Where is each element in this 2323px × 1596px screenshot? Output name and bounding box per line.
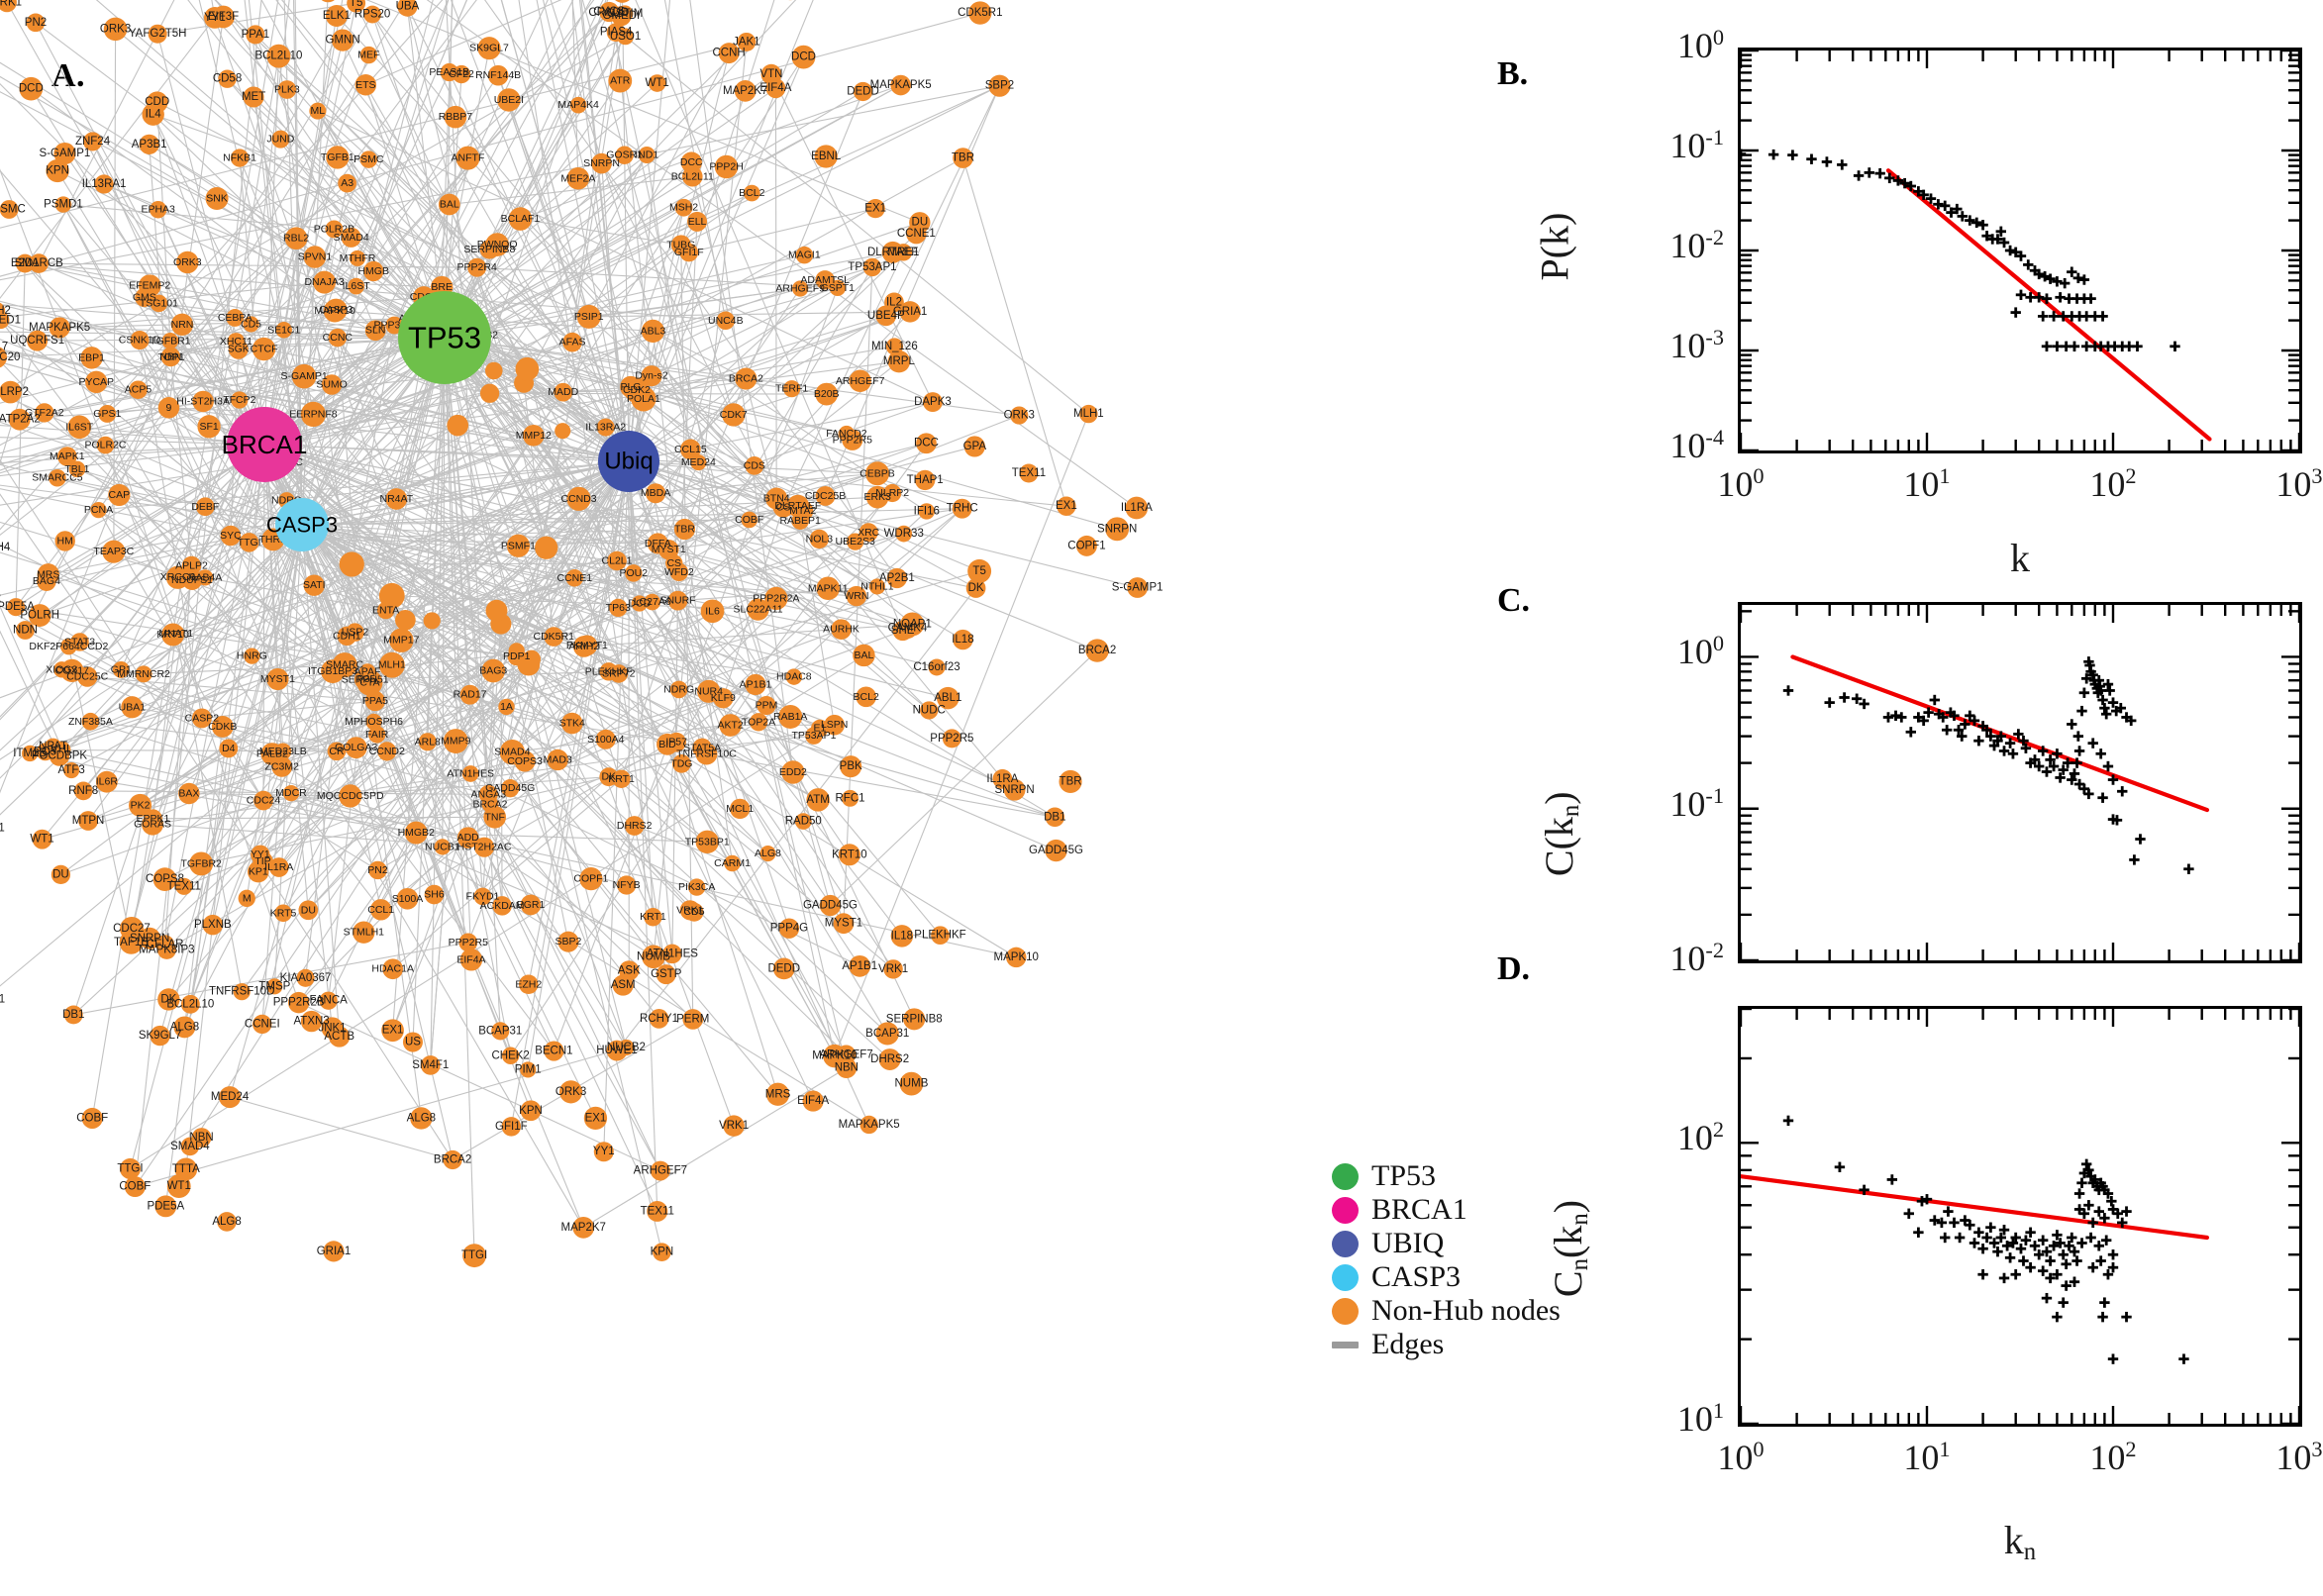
- x-tick-label: 102: [2089, 1437, 2137, 1477]
- node-swatch-icon: [1332, 1162, 1359, 1190]
- x-tick-label: 100: [1717, 1437, 1765, 1477]
- y-tick-label: 10-4: [1669, 425, 1724, 465]
- network-nodes[interactable]: [0, 0, 1149, 1268]
- legend-item-non-hub-nodes: Non-Hub nodes: [1332, 1295, 1561, 1327]
- y-tick-label: 10-2: [1669, 938, 1724, 978]
- y-tick-label: 10-1: [1669, 125, 1724, 165]
- fit-line: [1885, 168, 2212, 442]
- panel-d-plot[interactable]: [1738, 1006, 2302, 1427]
- y-tick-label: 100: [1676, 631, 1724, 672]
- legend-label: Edges: [1371, 1328, 1445, 1360]
- panel-b-plot[interactable]: [1735, 48, 2302, 453]
- panel-b-label: B.: [1497, 55, 1529, 92]
- panel-c-canvas: [1739, 605, 2301, 962]
- node-swatch-icon: [1332, 1297, 1359, 1325]
- y-tick-label: 102: [1676, 1117, 1724, 1158]
- legend-item-edges: Edges: [1332, 1329, 1510, 1360]
- y-tick-label: 101: [1676, 1398, 1724, 1439]
- legend-item-brca1: BRCA1: [1332, 1194, 1510, 1226]
- panel-d-ylabel: Cn(kn): [1545, 1199, 1594, 1298]
- data-points: [1782, 656, 2194, 874]
- legend-item-ubiq: UBIQ: [1332, 1228, 1510, 1259]
- legend-item-casp3: CASP3: [1332, 1261, 1510, 1293]
- edge-swatch-icon: [1332, 1341, 1359, 1348]
- panel-d-canvas: [1738, 1007, 2301, 1426]
- panel-b-ylabel: P(k): [1532, 212, 1577, 281]
- legend-label: TP53: [1371, 1159, 1437, 1192]
- network-legend: TP53 BRCA1 UBIQ CASP3 Non-Hub nodes Edges: [1332, 1160, 1561, 1362]
- axis-ticks: [1739, 49, 2301, 452]
- y-tick-label: 10-1: [1669, 782, 1724, 824]
- y-tick-label: 10-3: [1669, 325, 1724, 365]
- svg-text:EZH2: EZH2: [0, 592, 1, 604]
- x-tick-label: 103: [2275, 463, 2323, 504]
- legend-label: CASP3: [1371, 1260, 1462, 1293]
- node-swatch-icon: [1332, 1196, 1359, 1224]
- legend-item-tp53: TP53: [1332, 1160, 1510, 1192]
- x-tick-label: 103: [2275, 1437, 2323, 1477]
- panel-c-label: C.: [1497, 582, 1531, 619]
- panel-d-label: D.: [1497, 950, 1531, 987]
- y-tick-label: 100: [1676, 25, 1724, 65]
- y-tick-label: 10-2: [1669, 225, 1724, 265]
- fit-line: [1738, 1174, 2210, 1241]
- hub-node-tp53[interactable]: [398, 291, 491, 384]
- legend-label: BRCA1: [1371, 1193, 1467, 1226]
- panel-d-xlabel: kn: [2003, 1518, 2037, 1566]
- axis-ticks: [1739, 1007, 2301, 1426]
- svg-text:MYST1: MYST1: [0, 823, 5, 835]
- panel-c-plot[interactable]: [1738, 602, 2302, 963]
- x-tick-label: 100: [1717, 463, 1765, 504]
- node-swatch-icon: [1332, 1230, 1359, 1257]
- panel-a-network: A. CDC25BKIAA0367THAP1CDC14BMAGI1DHRS2NL…: [0, 0, 1456, 1596]
- svg-text:BCLAF1: BCLAF1: [0, 994, 5, 1006]
- data-points: [1735, 149, 2180, 352]
- x-tick-label: 101: [1903, 463, 1951, 504]
- x-tick-label: 101: [1903, 1437, 1951, 1477]
- panel-b-xlabel: k: [2010, 536, 2030, 580]
- legend-label: UBIQ: [1371, 1227, 1445, 1259]
- x-tick-label: 102: [2089, 463, 2137, 504]
- node-swatch-icon: [1332, 1263, 1359, 1291]
- network-graph[interactable]: CDC25BKIAA0367THAP1CDC14BMAGI1DHRS2NLRP2…: [0, 0, 1456, 1596]
- data-points: [1782, 1115, 2189, 1364]
- panel-c-ylabel: C(kn): [1536, 791, 1585, 877]
- legend-label: Non-Hub nodes: [1371, 1294, 1561, 1327]
- hub-node-casp3[interactable]: [275, 498, 329, 551]
- hub-node-ubiq[interactable]: [598, 431, 659, 492]
- hub-node-brca1[interactable]: [227, 407, 302, 482]
- panel-b-canvas: [1735, 49, 2301, 452]
- axis-ticks: [1739, 605, 2301, 962]
